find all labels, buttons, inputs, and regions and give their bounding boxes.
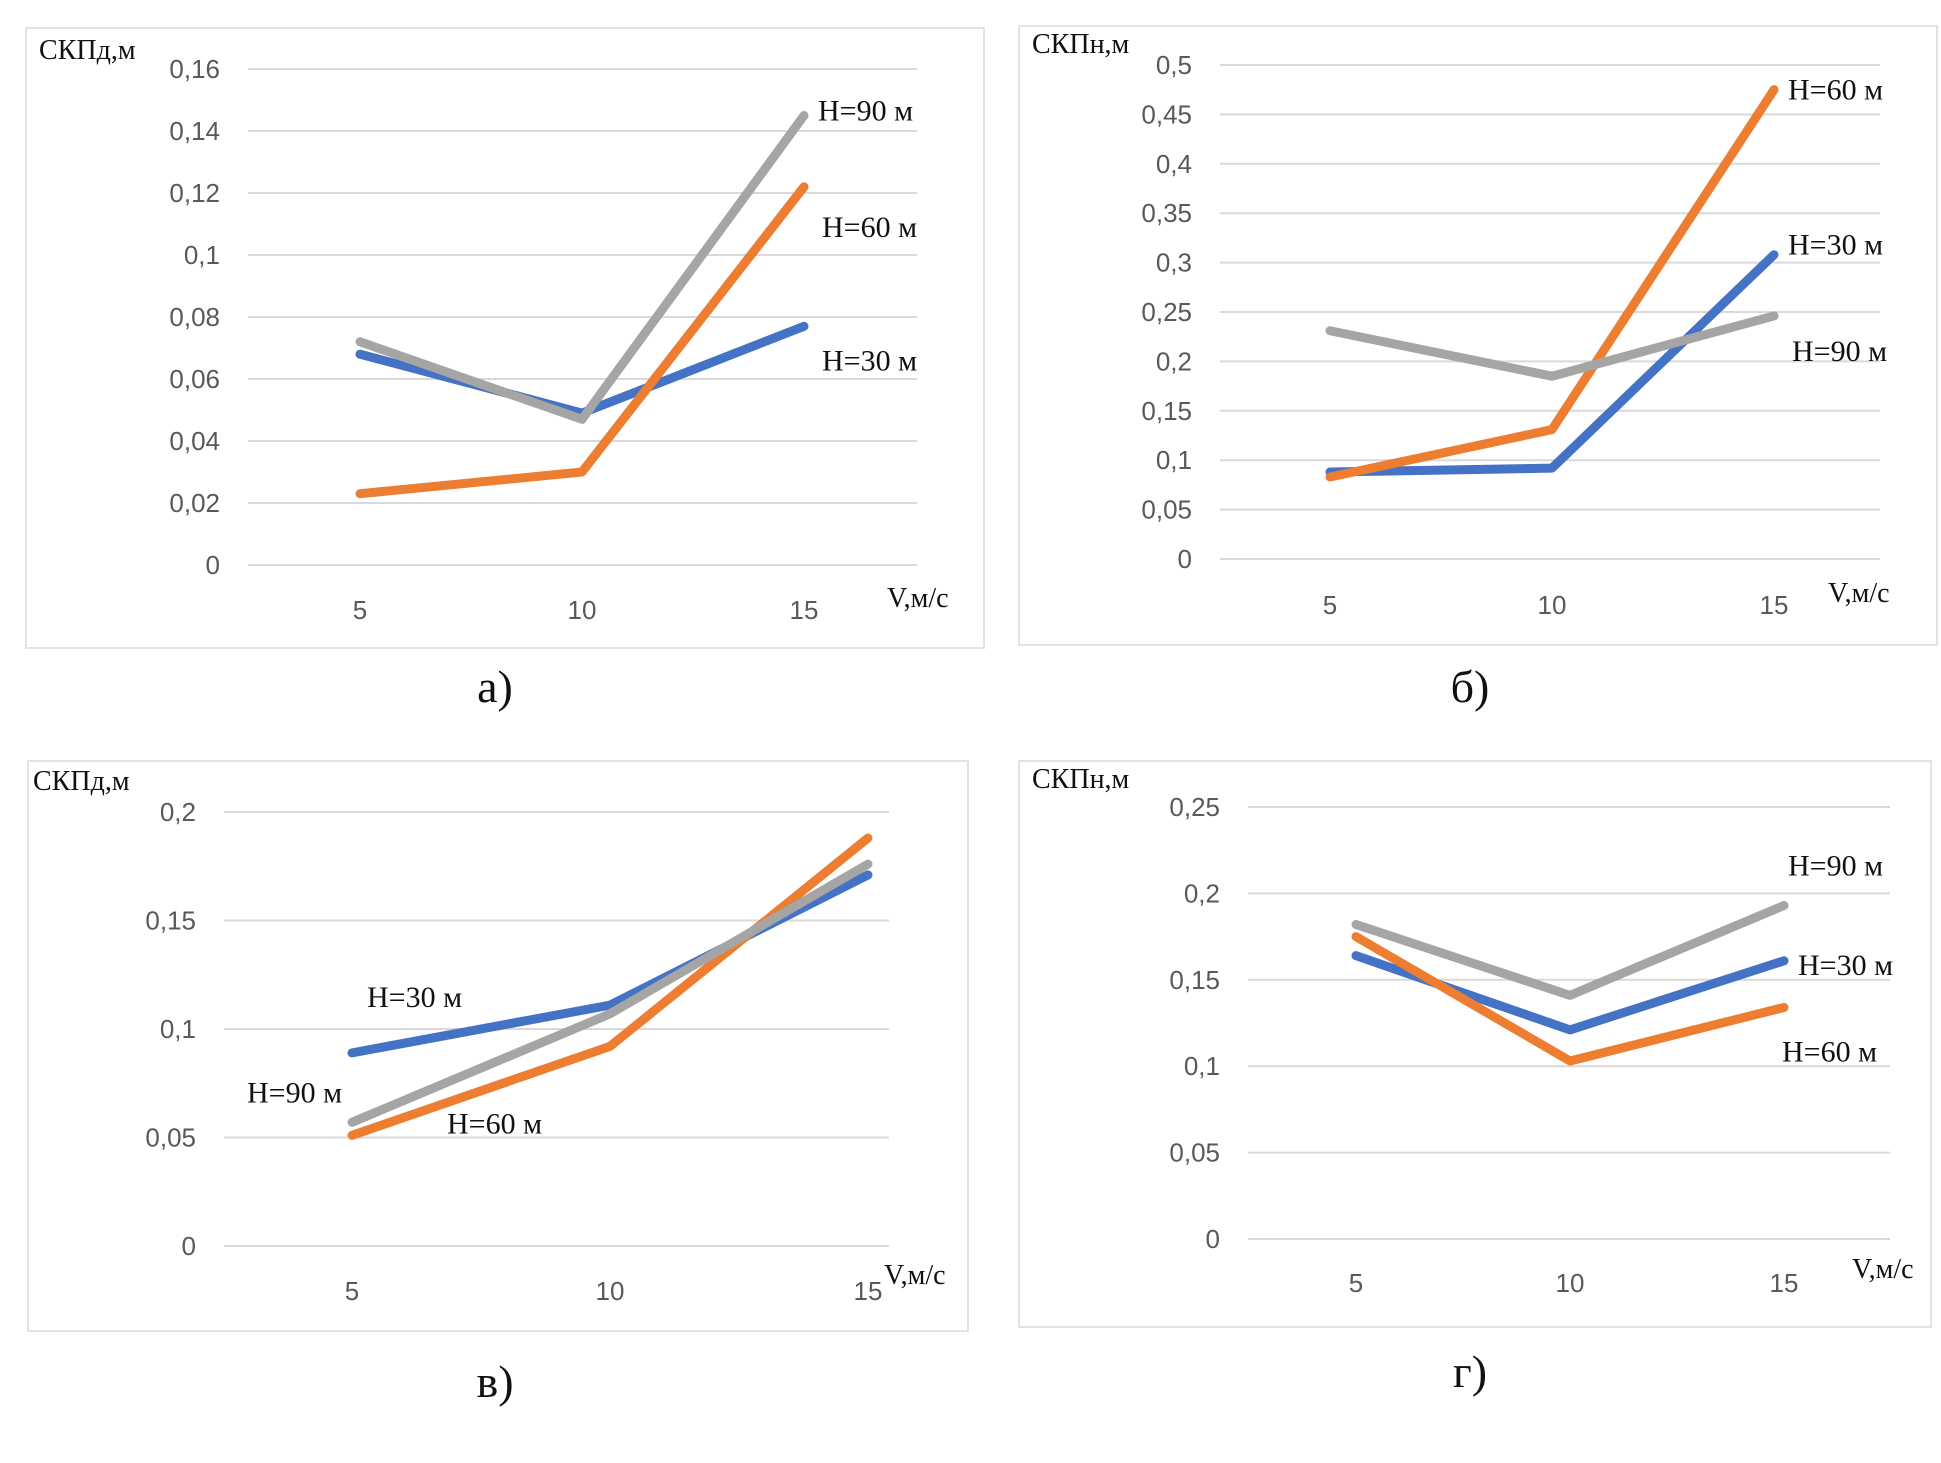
chart-a-svg: 0 0,02 0,04 0,06 0,08 0,1 0,12 0,14 0,16 5 10 15 СКП… [39,35,949,625]
y-tick-label: 0,05 [145,1123,196,1153]
x-axis-title: V,м/с [1852,1254,1914,1285]
series-line-h90 [1351,900,1789,1000]
series-line-h90 [355,111,809,424]
y-tick-label: 0,2 [1184,878,1220,908]
x-tick-label: 10 [568,595,597,625]
series-label-h60: H=60 м [1788,74,1883,107]
y-tick-label: 0,2 [1156,346,1192,376]
x-axis-title: V,м/с [887,583,949,614]
series-label-h60: H=60 м [822,211,917,244]
y-tick-label: 0,25 [1169,792,1220,822]
series-line-h60 [1351,932,1789,1066]
y-tick-label: 0,12 [169,178,220,208]
chart-panel-c: 0 0,05 0,1 0,15 0,2 5 10 15 СКПд,м V,м/с H=30 м H=6… [27,760,969,1332]
y-tick-label: 0,05 [1169,1138,1220,1168]
chart-c-svg: 0 0,05 0,1 0,15 0,2 5 10 15 СКПд,м V,м/с H=30 м H=6… [33,766,946,1306]
series-line-h90 [347,859,873,1127]
x-tick-label: 15 [1770,1268,1799,1298]
x-tick-label: 5 [1349,1268,1363,1298]
series-line-h90 [1325,311,1779,381]
y-tick-label: 0,1 [1184,1051,1220,1081]
y-tick-label: 0,16 [169,54,220,84]
series-label-h30: H=30 м [822,344,917,377]
chart-b-svg: 0 0,05 0,1 0,15 0,2 0,25 0,3 0,35 0,4 0,45 0,5 5 10 1… [1032,29,1890,620]
y-tick-label: 0,2 [160,797,196,827]
series-label-h30: H=30 м [367,981,462,1014]
chart-panel-d: 0 0,05 0,1 0,15 0,2 0,25 5 10 15 СКПн,м V,м/с H=30 … [1018,760,1932,1328]
series-label-h90: H=90 м [1788,849,1883,882]
x-axis-title: V,м/с [884,1260,946,1291]
caption-c: в) [476,1356,514,1407]
x-tick-label: 10 [1538,590,1567,620]
series-line-h60 [355,182,809,499]
caption-a: а) [477,661,513,712]
y-tick-label: 0,15 [1169,965,1220,995]
x-tick-label: 5 [345,1276,359,1306]
y-tick-label: 0,45 [1141,99,1192,129]
series-label-h60: H=60 м [1782,1035,1877,1068]
y-tick-label: 0,1 [1156,445,1192,475]
series-label-h90: H=90 м [1792,335,1887,368]
caption-b: б) [1450,661,1490,712]
y-tick-label: 0,05 [1141,495,1192,525]
x-tick-label: 5 [353,595,367,625]
series-label-h90: H=90 м [247,1076,342,1109]
y-tick-label: 0,1 [184,240,220,270]
y-tick-label: 0,5 [1156,50,1192,80]
chart-panel-b: 0 0,05 0,1 0,15 0,2 0,25 0,3 0,35 0,4 0,45 0,5 5 10 1… [1018,25,1938,646]
y-tick-label: 0,35 [1141,198,1192,228]
y-axis-title: СКПн,м [1032,29,1130,60]
y-tick-label: 0,1 [160,1014,196,1044]
series-label-h30: H=30 м [1788,229,1883,262]
y-tick-label: 0,02 [169,488,220,518]
series-line-h60 [347,833,873,1140]
caption-d: г) [1452,1346,1488,1397]
series-label-h90: H=90 м [818,95,913,128]
y-tick-label: 0,14 [169,116,220,146]
chart-panel-a: 0 0,02 0,04 0,06 0,08 0,1 0,12 0,14 0,16 5 10 15 СКП… [25,27,985,649]
y-tick-label: 0,25 [1141,297,1192,327]
y-tick-label: 0,06 [169,364,220,394]
x-tick-label: 5 [1323,590,1337,620]
y-tick-label: 0,08 [169,302,220,332]
y-tick-label: 0,15 [1141,396,1192,426]
y-axis-title: СКПд,м [39,35,136,66]
y-tick-label: 0 [206,550,220,580]
chart-d-svg: 0 0,05 0,1 0,15 0,2 0,25 5 10 15 СКПн,м V,м/с H=30 … [1032,764,1914,1298]
x-tick-label: 10 [1556,1268,1585,1298]
y-tick-label: 0,4 [1156,149,1192,179]
series-line-h30 [1325,250,1779,477]
x-tick-label: 15 [854,1276,883,1306]
y-tick-label: 0,15 [145,906,196,936]
x-tick-label: 10 [596,1276,625,1306]
x-axis-title: V,м/с [1828,578,1890,609]
x-tick-label: 15 [790,595,819,625]
series-label-h60: H=60 м [447,1107,542,1140]
y-tick-label: 0,3 [1156,248,1192,278]
y-tick-label: 0,04 [169,426,220,456]
series-line-h60 [1325,85,1779,482]
series-label-h30: H=30 м [1798,949,1893,982]
x-tick-label: 15 [1760,590,1789,620]
y-tick-label: 0 [1178,544,1192,574]
y-tick-label: 0 [1206,1224,1220,1254]
y-axis-title: СКПд,м [33,766,130,797]
y-axis-title: СКПн,м [1032,764,1130,795]
y-tick-label: 0 [182,1231,196,1261]
